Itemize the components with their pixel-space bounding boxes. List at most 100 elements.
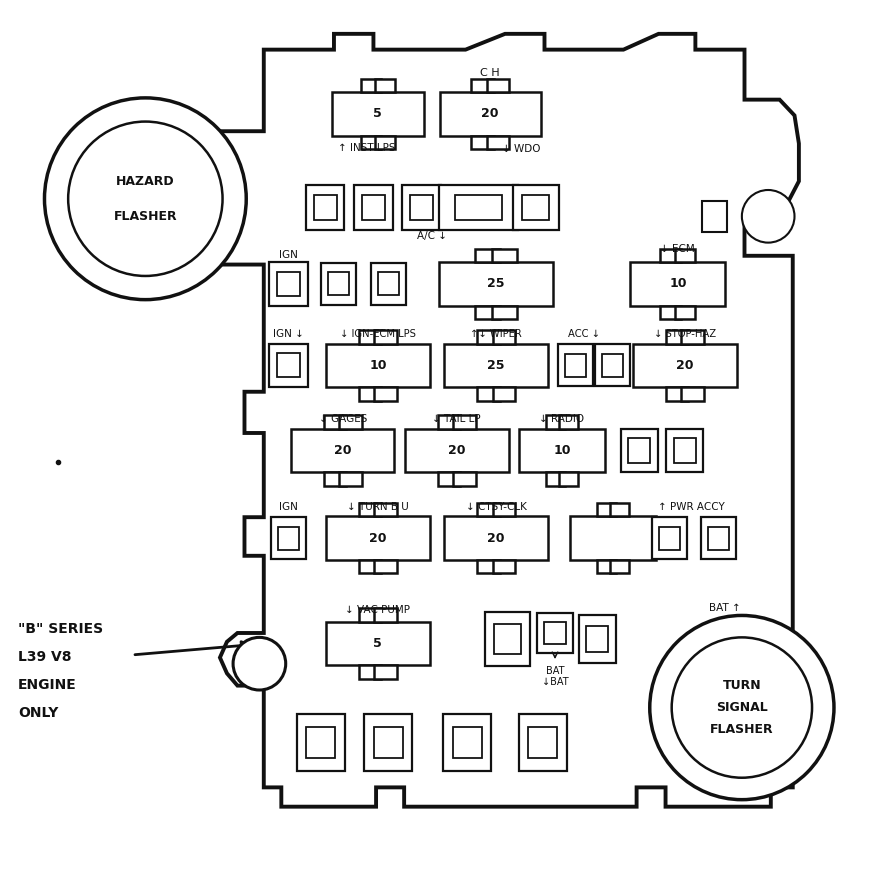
- Text: FLASHER: FLASHER: [710, 723, 773, 736]
- Text: 10: 10: [669, 277, 686, 290]
- Bar: [529, 727, 557, 759]
- Bar: [519, 429, 605, 473]
- Bar: [358, 503, 382, 517]
- Bar: [269, 343, 307, 387]
- Bar: [579, 615, 616, 664]
- Bar: [358, 330, 382, 343]
- Text: ↓ STOP-HAZ: ↓ STOP-HAZ: [654, 329, 716, 339]
- Bar: [375, 136, 395, 149]
- Text: ↓ IGN-ECM LPS: ↓ IGN-ECM LPS: [340, 329, 416, 339]
- Bar: [358, 665, 382, 678]
- Text: BAT ↑: BAT ↑: [710, 604, 741, 613]
- Text: ↓ ECM: ↓ ECM: [660, 244, 695, 254]
- Text: ENGINE: ENGINE: [18, 678, 77, 692]
- Bar: [485, 612, 530, 666]
- Bar: [326, 621, 429, 665]
- Text: IGN: IGN: [279, 502, 297, 512]
- Bar: [628, 438, 650, 463]
- Circle shape: [45, 98, 246, 300]
- Bar: [537, 613, 573, 653]
- Bar: [440, 92, 540, 136]
- Bar: [493, 330, 515, 343]
- Bar: [278, 526, 299, 550]
- Bar: [610, 503, 629, 517]
- Bar: [675, 249, 695, 262]
- Bar: [493, 387, 515, 400]
- Bar: [375, 665, 397, 678]
- Text: IGN: IGN: [279, 250, 297, 260]
- Text: ↓ RADIO: ↓ RADIO: [539, 414, 584, 424]
- Text: TURN: TURN: [722, 679, 762, 693]
- Text: ↓ WDO: ↓ WDO: [503, 143, 541, 153]
- Bar: [564, 354, 586, 377]
- Bar: [332, 92, 424, 136]
- Bar: [475, 305, 500, 319]
- Bar: [633, 343, 737, 387]
- Text: ↓ GAGES: ↓ GAGES: [319, 414, 367, 424]
- Bar: [471, 136, 494, 149]
- Bar: [493, 561, 515, 574]
- Bar: [365, 715, 412, 771]
- Text: 20: 20: [487, 532, 505, 545]
- Bar: [375, 78, 395, 92]
- Text: ↑ INST LPS: ↑ INST LPS: [339, 143, 396, 153]
- Bar: [326, 517, 429, 561]
- Text: ↓ TAIL LP: ↓ TAIL LP: [433, 414, 481, 424]
- Bar: [519, 715, 567, 771]
- Bar: [323, 473, 347, 486]
- Bar: [492, 249, 517, 262]
- Bar: [701, 517, 736, 560]
- Bar: [597, 561, 616, 574]
- Bar: [323, 415, 347, 429]
- Text: IGN ↓: IGN ↓: [273, 329, 304, 339]
- Bar: [374, 727, 403, 759]
- Bar: [291, 429, 394, 473]
- Bar: [597, 503, 616, 517]
- Text: 10: 10: [554, 444, 571, 457]
- Text: ↑↓ WIPER: ↑↓ WIPER: [470, 329, 522, 339]
- Text: 10: 10: [369, 359, 386, 372]
- Text: ↑ PWR ACCY: ↑ PWR ACCY: [659, 502, 725, 512]
- Text: "B" SERIES: "B" SERIES: [18, 621, 103, 635]
- Bar: [559, 473, 578, 486]
- Bar: [487, 136, 509, 149]
- Bar: [471, 78, 494, 92]
- Text: FLASHER: FLASHER: [114, 209, 177, 223]
- Bar: [455, 195, 503, 220]
- Bar: [405, 429, 509, 473]
- Bar: [702, 201, 727, 232]
- Bar: [437, 415, 461, 429]
- Bar: [681, 387, 704, 400]
- Bar: [358, 387, 382, 400]
- Bar: [487, 78, 509, 92]
- Bar: [453, 415, 476, 429]
- Bar: [439, 262, 553, 305]
- Bar: [452, 727, 482, 759]
- Bar: [681, 330, 704, 343]
- Polygon shape: [220, 33, 799, 807]
- Bar: [402, 185, 441, 231]
- Bar: [375, 387, 397, 400]
- Bar: [559, 415, 578, 429]
- Text: ↓ VAC PUMP: ↓ VAC PUMP: [345, 605, 410, 615]
- Bar: [586, 626, 608, 652]
- Bar: [595, 344, 631, 386]
- Circle shape: [68, 121, 222, 276]
- Bar: [375, 608, 397, 621]
- Text: 25: 25: [487, 277, 505, 290]
- Bar: [339, 415, 362, 429]
- Text: 25: 25: [487, 359, 505, 372]
- Bar: [667, 429, 703, 473]
- Bar: [358, 608, 382, 621]
- Bar: [477, 561, 500, 574]
- Text: 20: 20: [334, 444, 351, 457]
- Circle shape: [672, 637, 812, 778]
- Text: ACC ↓: ACC ↓: [568, 329, 600, 339]
- Bar: [277, 354, 300, 378]
- Text: 5: 5: [374, 107, 383, 121]
- Text: HAZARD: HAZARD: [116, 175, 175, 187]
- Bar: [339, 473, 362, 486]
- Bar: [708, 526, 728, 550]
- Bar: [297, 715, 345, 771]
- Bar: [621, 429, 658, 473]
